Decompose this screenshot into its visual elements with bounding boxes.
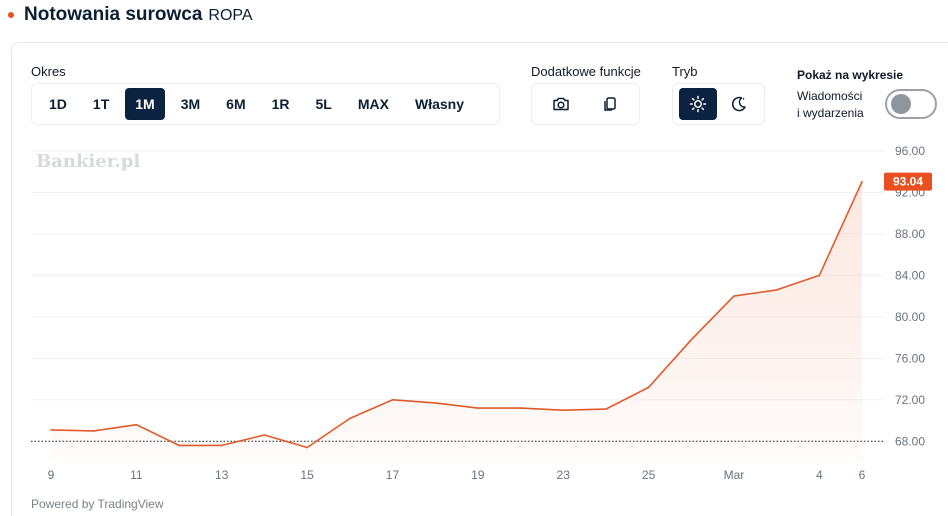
screenshot-button[interactable]: [541, 88, 581, 120]
dark-mode-button[interactable]: [721, 88, 759, 120]
extra-functions-label: Dodatkowe funkcje: [531, 64, 641, 79]
x-tick-label: Mar: [724, 468, 745, 482]
data-point: [775, 289, 778, 291]
accent-dot: [8, 12, 14, 18]
data-point: [92, 430, 95, 432]
data-point: [477, 407, 479, 409]
x-tick-label: 23: [557, 468, 571, 482]
data-point: [220, 444, 223, 447]
data-point: [263, 434, 266, 436]
mode-label: Tryb: [672, 64, 698, 79]
x-tick-label: 17: [386, 468, 400, 482]
data-point: [605, 408, 607, 410]
copy-icon: [604, 97, 616, 111]
news-label-line1: Wiadomości: [797, 89, 863, 103]
x-tick-label: 6: [859, 468, 866, 482]
period-label: Okres: [31, 64, 66, 79]
mode-group: [672, 83, 765, 125]
x-tick-label: 15: [300, 468, 314, 482]
data-point: [306, 446, 308, 449]
series-area: [51, 181, 862, 462]
news-label-line2: i wydarzenia: [797, 106, 864, 120]
y-tick-label: 96.00: [895, 144, 925, 158]
period-button-1t[interactable]: 1T: [92, 96, 110, 112]
period-button-1d[interactable]: 1D: [49, 96, 67, 112]
period-button-1r[interactable]: 1R: [271, 96, 290, 112]
light-mode-button[interactable]: [679, 88, 717, 120]
x-tick-label: 11: [130, 468, 143, 482]
x-tick-label: 19: [471, 468, 485, 482]
data-point: [434, 402, 436, 404]
y-tick-label: 84.00: [895, 268, 925, 282]
last-price-label: 93.04: [893, 175, 923, 189]
data-point: [861, 180, 863, 183]
toggle-knob: [891, 94, 911, 114]
series-line: [50, 181, 863, 449]
page-title: Notowania surowca: [24, 4, 203, 25]
x-tick-label: 25: [642, 468, 656, 482]
period-button-6m[interactable]: 6M: [226, 96, 246, 112]
camera-icon: [553, 97, 569, 111]
powered-by[interactable]: Powered by TradingView: [31, 497, 164, 511]
last-price-badge: [884, 172, 932, 191]
period-selector: 1D 1T 1M 3M 6M 1R 5L MAX Własny: [31, 83, 500, 125]
copy-button[interactable]: [590, 88, 630, 120]
period-button-5l[interactable]: 5L: [315, 96, 332, 112]
y-tick-label: 68.00: [895, 434, 925, 448]
data-point: [50, 429, 52, 431]
x-tick-label: 9: [48, 468, 55, 482]
x-tick-label: 13: [215, 468, 229, 482]
period-button-3m[interactable]: 3M: [180, 96, 201, 112]
period-button-własny[interactable]: Własny: [414, 96, 464, 112]
y-tick-label: 76.00: [895, 351, 925, 365]
y-tick-label: 80.00: [895, 310, 925, 324]
data-point: [733, 295, 735, 297]
watermark-logo: Bankier.pl: [36, 151, 141, 172]
page-header: Notowania surowca ROPA: [8, 4, 253, 28]
period-button-1m[interactable]: 1M: [125, 88, 165, 120]
data-point: [348, 417, 351, 420]
period-button-max[interactable]: MAX: [357, 96, 389, 112]
data-point: [818, 274, 821, 277]
x-tick-label: 4: [816, 468, 823, 482]
show-on-chart-label: Pokaż na wykresie: [797, 68, 904, 82]
y-tick-label: 72.00: [895, 393, 925, 407]
data-point: [519, 407, 522, 409]
moon-icon: [732, 96, 746, 112]
data-point: [178, 444, 180, 447]
data-point: [690, 338, 693, 341]
y-tick-label: 88.00: [895, 227, 925, 241]
data-point: [391, 399, 394, 401]
data-point: [135, 423, 138, 426]
data-point: [647, 386, 650, 389]
sun-icon: [689, 95, 706, 113]
instrument-name: ROPA: [208, 7, 253, 24]
news-toggle-label: Wiadomości i wydarzenia: [797, 88, 864, 122]
news-events-toggle[interactable]: [885, 89, 937, 119]
data-point: [562, 409, 565, 411]
extra-functions-group: [531, 83, 640, 125]
